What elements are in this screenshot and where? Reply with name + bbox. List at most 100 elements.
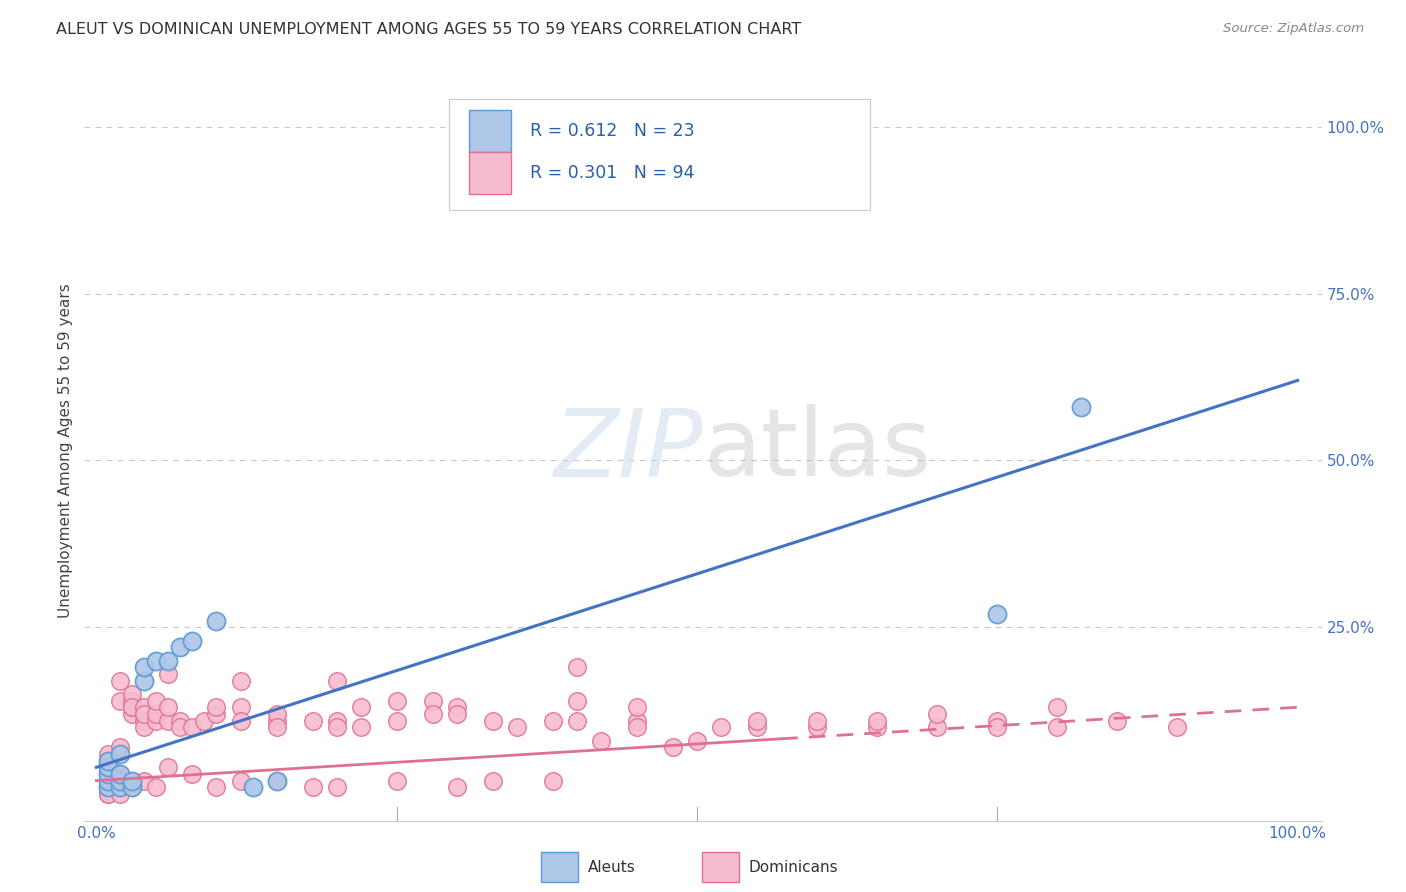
Point bbox=[97, 767, 120, 781]
Point bbox=[97, 760, 120, 774]
Text: Dominicans: Dominicans bbox=[749, 860, 838, 875]
Point bbox=[1070, 400, 1092, 414]
Point bbox=[506, 720, 529, 734]
Point bbox=[97, 780, 120, 795]
Point bbox=[121, 687, 143, 701]
Point bbox=[97, 754, 120, 768]
Text: R = 0.301   N = 94: R = 0.301 N = 94 bbox=[530, 164, 695, 182]
Point bbox=[121, 773, 143, 788]
Point bbox=[110, 673, 132, 688]
Point bbox=[1107, 714, 1129, 728]
Point bbox=[110, 780, 132, 795]
Point bbox=[266, 773, 288, 788]
Point bbox=[806, 720, 828, 734]
Point bbox=[97, 787, 120, 801]
Text: Aleuts: Aleuts bbox=[588, 860, 636, 875]
FancyBboxPatch shape bbox=[702, 853, 740, 882]
Point bbox=[446, 780, 468, 795]
Point bbox=[110, 773, 132, 788]
Text: ALEUT VS DOMINICAN UNEMPLOYMENT AMONG AGES 55 TO 59 YEARS CORRELATION CHART: ALEUT VS DOMINICAN UNEMPLOYMENT AMONG AG… bbox=[56, 22, 801, 37]
Point bbox=[169, 714, 191, 728]
Point bbox=[110, 780, 132, 795]
Point bbox=[110, 767, 132, 781]
Point bbox=[134, 720, 156, 734]
Point bbox=[745, 720, 768, 734]
Point bbox=[626, 700, 648, 714]
Point bbox=[986, 607, 1008, 621]
Point bbox=[134, 714, 156, 728]
Point bbox=[145, 706, 167, 721]
Point bbox=[134, 706, 156, 721]
Point bbox=[745, 127, 768, 141]
Point bbox=[229, 714, 252, 728]
FancyBboxPatch shape bbox=[470, 110, 512, 152]
Point bbox=[446, 700, 468, 714]
Point bbox=[145, 654, 167, 668]
Point bbox=[662, 740, 685, 755]
Point bbox=[97, 747, 120, 761]
Point bbox=[1046, 720, 1069, 734]
Point bbox=[97, 767, 120, 781]
Point bbox=[481, 714, 503, 728]
Point bbox=[350, 700, 373, 714]
Point bbox=[121, 773, 143, 788]
Point bbox=[325, 780, 347, 795]
Point bbox=[325, 720, 347, 734]
Point bbox=[121, 780, 143, 795]
Point bbox=[266, 706, 288, 721]
Point bbox=[541, 773, 564, 788]
Point bbox=[266, 714, 288, 728]
Point bbox=[589, 733, 612, 747]
Point bbox=[986, 714, 1008, 728]
Point bbox=[481, 773, 503, 788]
Point bbox=[350, 720, 373, 734]
Point bbox=[927, 706, 949, 721]
Point bbox=[866, 720, 889, 734]
Point bbox=[97, 780, 120, 795]
Point bbox=[565, 660, 588, 674]
Point bbox=[145, 714, 167, 728]
Point bbox=[110, 693, 132, 707]
Point bbox=[626, 720, 648, 734]
Point bbox=[266, 773, 288, 788]
Point bbox=[565, 693, 588, 707]
Point bbox=[181, 767, 204, 781]
Point bbox=[446, 706, 468, 721]
Point bbox=[121, 700, 143, 714]
Point bbox=[97, 787, 120, 801]
Point bbox=[97, 773, 120, 788]
Point bbox=[229, 673, 252, 688]
Point bbox=[134, 706, 156, 721]
Point bbox=[110, 780, 132, 795]
FancyBboxPatch shape bbox=[450, 99, 870, 210]
Point bbox=[686, 733, 709, 747]
Point bbox=[193, 714, 215, 728]
Point bbox=[134, 773, 156, 788]
Point bbox=[97, 760, 120, 774]
Point bbox=[134, 673, 156, 688]
Point bbox=[205, 706, 228, 721]
Y-axis label: Unemployment Among Ages 55 to 59 years: Unemployment Among Ages 55 to 59 years bbox=[58, 283, 73, 618]
Point bbox=[229, 773, 252, 788]
Point bbox=[145, 693, 167, 707]
Point bbox=[325, 673, 347, 688]
Point bbox=[422, 693, 444, 707]
Point bbox=[134, 660, 156, 674]
Point bbox=[205, 614, 228, 628]
Point bbox=[541, 714, 564, 728]
Text: atlas: atlas bbox=[703, 404, 931, 497]
Point bbox=[1046, 700, 1069, 714]
Text: Source: ZipAtlas.com: Source: ZipAtlas.com bbox=[1223, 22, 1364, 36]
Point bbox=[301, 714, 323, 728]
Point bbox=[157, 700, 180, 714]
Point bbox=[110, 740, 132, 755]
Point bbox=[181, 720, 204, 734]
Point bbox=[325, 714, 347, 728]
Point bbox=[301, 780, 323, 795]
Point bbox=[927, 720, 949, 734]
Point bbox=[229, 700, 252, 714]
FancyBboxPatch shape bbox=[541, 853, 578, 882]
Point bbox=[745, 714, 768, 728]
Point bbox=[1166, 720, 1188, 734]
Point bbox=[626, 714, 648, 728]
